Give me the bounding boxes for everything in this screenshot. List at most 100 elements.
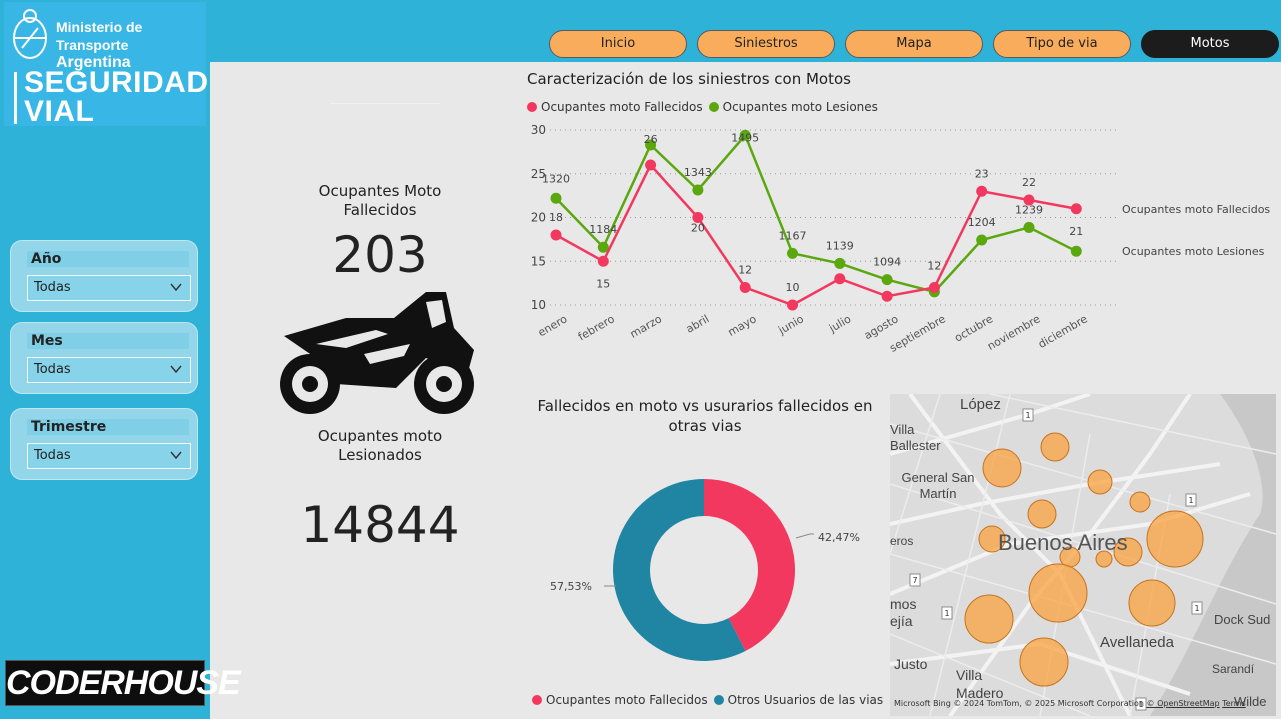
donut-chart-title: Fallecidos en moto vs usurarios fallecid… xyxy=(537,397,873,435)
data-label: 26 xyxy=(644,133,658,146)
svg-text:7: 7 xyxy=(912,576,917,585)
filter-anio-dropdown[interactable]: Todas xyxy=(27,275,191,301)
data-label: 18 xyxy=(549,211,563,224)
svg-text:1: 1 xyxy=(944,609,949,618)
point-lesiones xyxy=(1070,245,1082,257)
slice-label: 57,53% xyxy=(550,580,592,593)
ministry-name: Ministerio de Transporte xyxy=(56,19,143,53)
brand-line-2: VIAL xyxy=(24,95,95,128)
kpi-fallecidos-label: Ocupantes Moto Fallecidos xyxy=(318,182,442,219)
map-label-mos: mos xyxy=(890,596,917,612)
x-tick-label: abril xyxy=(684,312,712,335)
map-label-wilde: Wilde xyxy=(1234,694,1267,709)
ministry-country: Argentina xyxy=(56,54,131,71)
svg-text:1: 1 xyxy=(1188,496,1193,505)
legend-lesiones-marker xyxy=(708,102,719,112)
data-label: 1204 xyxy=(968,216,996,229)
legend-moto-marker xyxy=(532,695,542,705)
point-fallecidos xyxy=(881,290,893,302)
line-chart-legend: Ocupantes moto Fallecidos Ocupantes moto… xyxy=(527,100,878,114)
data-label: 1495 xyxy=(731,131,759,144)
map-label-sarandi: Sarandí xyxy=(1212,662,1255,676)
filter-anio-value: Todas xyxy=(34,280,71,295)
kpi-lesionados-label: Ocupantes moto Lesionados xyxy=(317,427,443,464)
filter-mes: Mes Todas xyxy=(10,322,198,394)
filter-trimestre-label: Trimestre xyxy=(27,419,189,435)
x-tick-label: mayo xyxy=(726,312,759,339)
filter-trimestre-dropdown[interactable]: Todas xyxy=(27,443,191,469)
x-tick-label: marzo xyxy=(628,312,665,341)
data-label: 1167 xyxy=(779,229,807,242)
map-label-ejia: ejía xyxy=(890,613,913,629)
tab-tipo-de-via[interactable]: Tipo de via xyxy=(993,30,1131,58)
kpi-divider xyxy=(330,103,440,104)
ministry-logo: Ministerio de Transporte Argentina SEGUR… xyxy=(4,2,208,128)
map-visual[interactable]: 1 1 7 1 1 1 López Villa Ballester General Sa… xyxy=(890,394,1276,716)
slice-label: 42,47% xyxy=(818,531,860,544)
map-label-general-san-martin: General San Martín xyxy=(901,470,975,501)
point-lesiones xyxy=(645,139,657,151)
tab-inicio[interactable]: Inicio xyxy=(549,30,687,58)
filter-trimestre: Trimestre Todas xyxy=(10,408,198,480)
y-tick-label: 20 xyxy=(531,211,546,225)
slice-moto-fallecidos xyxy=(704,479,795,652)
tab-motos[interactable]: Motos xyxy=(1141,30,1279,58)
map-label-justo: Justo xyxy=(894,656,928,672)
filter-anio: Año Todas xyxy=(10,240,198,312)
y-tick-label: 15 xyxy=(531,254,546,268)
chevron-down-icon xyxy=(170,365,182,374)
bing-logo: Microsoft Bing xyxy=(894,699,951,708)
map-label-dock-sud: Dock Sud xyxy=(1214,612,1271,627)
filter-mes-dropdown[interactable]: Todas xyxy=(27,357,191,383)
filter-mes-value: Todas xyxy=(34,362,71,377)
data-label: 1094 xyxy=(873,256,901,269)
point-lesiones xyxy=(550,192,562,204)
map-label-buenos-aires: Buenos Aires xyxy=(998,530,1128,555)
map-label-avellaneda: Avellaneda xyxy=(1100,634,1174,651)
series-line-fallecidos xyxy=(555,162,1077,307)
data-label: 1320 xyxy=(542,172,570,185)
point-fallecidos xyxy=(645,159,657,171)
terms-link[interactable]: Terms xyxy=(1222,699,1246,708)
x-tick-label: diciembre xyxy=(1036,312,1090,351)
filter-anio-label: Año xyxy=(27,251,189,267)
point-fallecidos xyxy=(1070,203,1082,215)
data-label: 23 xyxy=(975,167,989,180)
point-lesiones xyxy=(834,257,846,269)
data-label: 20 xyxy=(691,222,705,235)
data-label: 15 xyxy=(596,277,610,290)
point-fallecidos xyxy=(976,185,988,197)
point-fallecidos xyxy=(787,299,798,311)
point-fallecidos xyxy=(739,282,751,293)
chevron-down-icon xyxy=(170,283,182,292)
filter-mes-label: Mes xyxy=(27,333,189,349)
kpi-lesionados-value: 14844 xyxy=(300,496,460,554)
motorcycle-icon xyxy=(280,292,474,414)
filter-trimestre-value: Todas xyxy=(34,448,71,463)
y-tick-label: 10 xyxy=(531,298,546,312)
osm-link[interactable]: © OpenStreetMap xyxy=(1146,699,1220,708)
coat-of-arms-icon xyxy=(13,9,47,59)
data-label: 12 xyxy=(927,260,941,273)
point-lesiones xyxy=(692,184,704,196)
x-tick-label: agosto xyxy=(862,312,901,342)
donut-chart: 42,47% 57,53% xyxy=(550,479,860,661)
map-label-villa-ballester: Villa Ballester xyxy=(890,422,941,453)
tab-siniestros[interactable]: Siniestros xyxy=(697,30,835,58)
data-label: 21 xyxy=(1069,225,1083,238)
tab-mapa[interactable]: Mapa xyxy=(845,30,983,58)
data-label: 10 xyxy=(786,281,800,294)
y-tick-label: 25 xyxy=(531,167,546,181)
point-fallecidos xyxy=(550,229,562,241)
series-end-label: Ocupantes moto Fallecidos xyxy=(1122,203,1270,216)
map-label-lopez: López xyxy=(960,396,1001,413)
svg-text:1: 1 xyxy=(1138,700,1143,709)
kpi-fallecidos-value: 203 xyxy=(332,226,428,284)
x-tick-label: junio xyxy=(775,312,806,337)
map-copyright: © 2024 TomTom, © 2025 Microsoft Corporat… xyxy=(953,699,1144,708)
x-tick-label: julio xyxy=(826,312,853,335)
y-tick-label: 30 xyxy=(531,123,546,137)
legend-otros-label: Otros Usuarios de las vias xyxy=(727,693,884,707)
x-tick-label: febrero xyxy=(576,312,617,343)
